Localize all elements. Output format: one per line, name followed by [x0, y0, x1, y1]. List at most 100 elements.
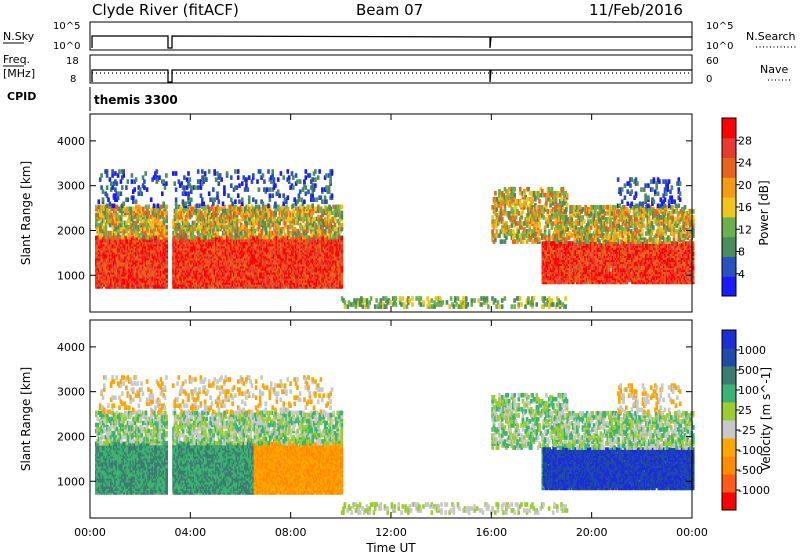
echo-cell — [142, 207, 145, 212]
cpid-strip: CPID themis 3300 — [7, 87, 178, 111]
echo-cell — [109, 219, 112, 224]
echo-cell — [255, 205, 258, 210]
echo-cell — [179, 235, 182, 240]
echo-cell — [147, 205, 150, 210]
echo-cell — [341, 278, 344, 283]
echo-cell — [154, 231, 157, 236]
echo-cell — [127, 225, 130, 230]
echo-cell — [216, 231, 219, 236]
echo-cell — [142, 235, 145, 240]
nsky-strip: N.Sky 10^5 10^0 10^5 10^0 N.Search — [3, 21, 798, 52]
echo-cell — [230, 233, 233, 238]
echo-cell — [261, 229, 264, 234]
echo-cell — [105, 227, 108, 232]
freq-trace — [92, 70, 692, 82]
freq-unit: [MHz] — [3, 67, 35, 80]
echo-cell — [241, 225, 244, 230]
echo-cell — [175, 209, 178, 214]
echo-cell — [120, 217, 123, 222]
nsearch-tick-low: 10^0 — [706, 41, 733, 52]
echo-cell — [165, 205, 168, 210]
nsky-label: N.Sky — [3, 30, 35, 43]
echo-cell — [218, 207, 221, 212]
echo-cell — [192, 229, 195, 234]
echo-cell — [223, 235, 226, 240]
echo-cell — [147, 211, 150, 216]
echo-cell — [105, 235, 108, 240]
nave-tick-low: 0 — [706, 74, 712, 85]
echo-cell — [105, 231, 108, 236]
echo-cell — [106, 209, 109, 214]
echo-cell — [178, 223, 181, 228]
echo-cell — [127, 219, 130, 224]
echo-cell — [262, 235, 265, 240]
echo-cell — [229, 205, 232, 210]
echo-cell — [254, 229, 257, 234]
station-title: Clyde River (fitACF) — [92, 1, 239, 19]
echo-cell — [341, 236, 344, 241]
echo-cell — [197, 225, 200, 230]
nsearch-tick-high: 10^5 — [706, 21, 733, 32]
echo-cell — [199, 233, 202, 238]
nsky-tick-low: 10^0 — [53, 41, 80, 52]
echo-cell — [236, 211, 239, 216]
freq-tick-low: 8 — [70, 74, 76, 85]
echo-cell — [132, 207, 135, 212]
echo-cell — [225, 231, 228, 236]
echo-cell — [165, 219, 168, 224]
echo-cell — [230, 215, 233, 220]
echo-cell — [182, 213, 185, 218]
cpid-value: themis 3300 — [94, 93, 178, 107]
nsky-trace — [92, 36, 692, 48]
echo-cell — [241, 217, 244, 222]
echo-cell — [160, 205, 163, 210]
freq-tick-high: 18 — [66, 56, 79, 67]
echo-cell — [252, 219, 255, 224]
echo-cell — [341, 284, 344, 289]
echo-cell — [106, 213, 109, 218]
echo-cell — [110, 213, 113, 218]
echo-cell — [236, 223, 239, 228]
echo-cell — [258, 223, 261, 228]
beam-title: Beam 07 — [356, 1, 423, 19]
echo-cell — [179, 207, 182, 212]
echo-cell — [245, 221, 248, 226]
echo-cell — [138, 233, 141, 238]
echo-cell — [204, 213, 207, 218]
echo-cell — [262, 219, 265, 224]
echo-cell — [240, 231, 243, 236]
echo-cell — [165, 274, 168, 279]
nsearch-label: N.Search — [746, 30, 796, 43]
freq-label: Freq. — [3, 53, 30, 66]
echo-cell — [96, 223, 99, 228]
echo-cell — [210, 221, 213, 226]
echo-cell — [165, 231, 168, 236]
echo-cell — [193, 235, 196, 240]
echo-cell — [143, 227, 146, 232]
nave-label: Nave — [760, 63, 788, 76]
echo-cell — [165, 211, 168, 216]
date-title: 11/Feb/2016 — [589, 1, 683, 19]
echo-cell — [236, 233, 239, 238]
nsky-tick-high: 10^5 — [53, 21, 80, 32]
nave-tick-high: 60 — [706, 56, 719, 67]
freq-strip: Freq. [MHz] 18 8 60 0 Nave — [3, 53, 790, 85]
echo-cell — [258, 205, 261, 210]
echo-cell — [145, 205, 148, 210]
echo-cell — [239, 219, 242, 224]
echo-cell — [250, 235, 253, 240]
echo-cell — [117, 225, 120, 230]
echo-cell — [130, 207, 133, 212]
cpid-label: CPID — [7, 90, 36, 103]
power-scatter-cells — [95, 169, 695, 309]
echo-cell — [128, 233, 131, 238]
echo-cell — [161, 211, 164, 216]
echo-cell — [212, 215, 215, 220]
echo-cell — [135, 205, 138, 210]
echo-cell — [252, 225, 255, 230]
echo-cell — [157, 219, 160, 224]
echo-cell — [119, 235, 122, 240]
freq-strip-frame — [90, 55, 692, 83]
